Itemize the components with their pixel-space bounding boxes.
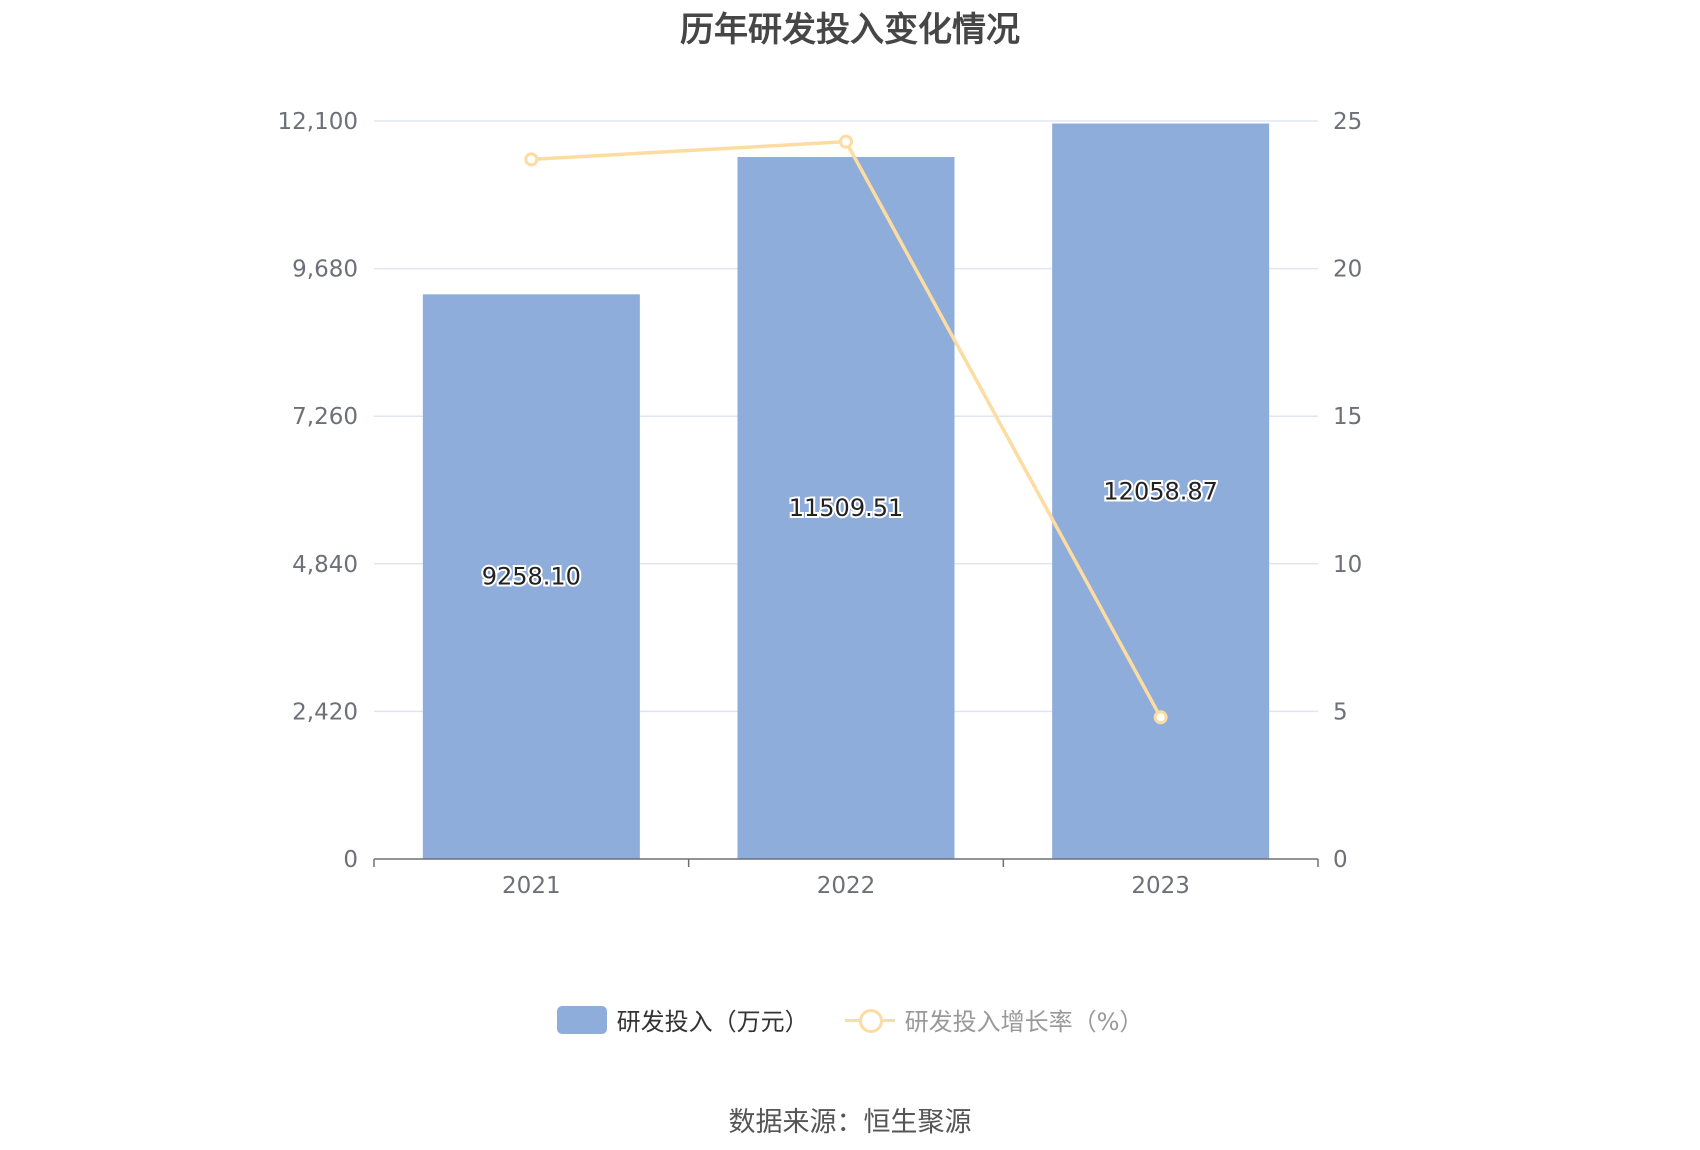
growth-rate-point-2023[interactable] xyxy=(1153,710,1168,725)
bar-value-label: 9258.10 xyxy=(482,563,581,591)
growth-rate-point-2022[interactable] xyxy=(839,134,853,149)
bar-value-label: 12058.87 xyxy=(1103,477,1218,505)
chart-plot: 0 0 2,420 5 4,840 10 7,260 15 9,680 20 12,100 25 202… xyxy=(278,109,1363,899)
bar-value-label: 11509.51 xyxy=(789,494,904,522)
y-left-tick-label: 12,100 xyxy=(278,109,358,135)
axes: 0 0 2,420 5 4,840 10 7,260 15 9,680 20 12,100 25 202… xyxy=(278,109,1363,899)
x-tick-label: 2023 xyxy=(1131,873,1190,899)
data-source: 数据来源：恒生聚源 xyxy=(728,1107,972,1138)
legend-label-rd-investment: 研发投入（万元） xyxy=(616,1008,809,1036)
bar-2023[interactable] xyxy=(1052,123,1270,859)
legend-label-growth-rate: 研发投入增长率（%） xyxy=(904,1008,1144,1036)
y-left-tick-label: 7,260 xyxy=(292,404,358,430)
legend-item-growth-rate[interactable]: 研发投入增长率（%） xyxy=(844,1002,1144,1037)
y-right-tick-label: 15 xyxy=(1333,404,1362,430)
chart-title: 历年研发投入变化情况 xyxy=(680,10,1020,50)
y-right-tick-label: 25 xyxy=(1333,109,1362,135)
y-left-tick-label: 2,420 xyxy=(292,699,358,725)
y-right-tick-label: 10 xyxy=(1333,552,1362,578)
y-right-tick-label: 20 xyxy=(1333,257,1362,283)
y-left-tick-label: 4,840 xyxy=(292,552,358,578)
bar-2021[interactable] xyxy=(422,294,640,860)
growth-rate-point-2021[interactable] xyxy=(524,152,539,167)
data-labels: 9258.10 11509.51 12058.87 xyxy=(480,475,1220,592)
x-tick-label: 2022 xyxy=(817,873,876,899)
y-left-tick-label: 0 xyxy=(343,847,358,873)
legend-swatch-line xyxy=(844,1006,895,1034)
y-right-tick-label: 5 xyxy=(1333,699,1348,725)
legend-item-rd-investment[interactable]: 研发投入（万元） xyxy=(556,1002,809,1037)
legend: 研发投入（万元） 研发投入增长率（%） xyxy=(0,1002,1700,1037)
x-tick-label: 2021 xyxy=(502,873,561,899)
line-series xyxy=(524,134,1168,725)
legend-swatch-bar xyxy=(556,1005,607,1034)
y-left-tick-label: 9,680 xyxy=(292,257,358,283)
y-right-tick-label: 0 xyxy=(1333,847,1348,873)
